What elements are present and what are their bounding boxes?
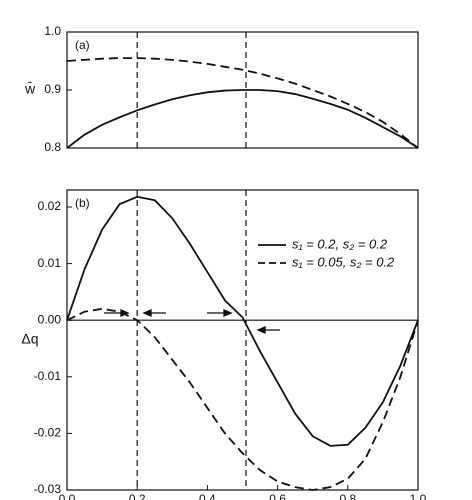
legend-label: s₁ = 0.05, s₂ = 0.2 <box>292 254 395 269</box>
x-tick-label: 0.4 <box>199 492 216 500</box>
y-tick-label: 0.9 <box>44 82 61 96</box>
panel-label: (b) <box>75 196 90 210</box>
y-axis-label: Δq <box>21 331 38 347</box>
y-axis-label: w̄ <box>24 81 36 97</box>
legend-label: s₁ = 0.2, s₂ = 0.2 <box>292 236 388 251</box>
y-tick-label: -0.03 <box>34 482 62 496</box>
data-line <box>66 57 419 149</box>
x-tick-label: 0.8 <box>339 492 356 500</box>
x-tick-label: 0.0 <box>59 492 76 500</box>
y-tick-label: -0.01 <box>34 369 62 383</box>
x-tick-label: 0.6 <box>269 492 286 500</box>
x-tick-label: 0.2 <box>129 492 146 500</box>
data-line <box>66 307 419 491</box>
data-line <box>66 89 419 149</box>
y-tick-label: 0.00 <box>38 312 62 326</box>
y-tick-label: -0.02 <box>34 426 62 440</box>
y-tick-label: 0.01 <box>38 256 62 270</box>
y-tick-label: 0.02 <box>38 199 62 213</box>
arrows <box>104 309 280 334</box>
x-tick-label: 1.0 <box>410 492 427 500</box>
y-tick-label: 0.8 <box>44 140 61 154</box>
plot-frame <box>66 189 419 491</box>
panel-label: (a) <box>75 38 90 52</box>
y-tick-label: 1.0 <box>44 24 61 38</box>
data-line <box>66 195 419 447</box>
